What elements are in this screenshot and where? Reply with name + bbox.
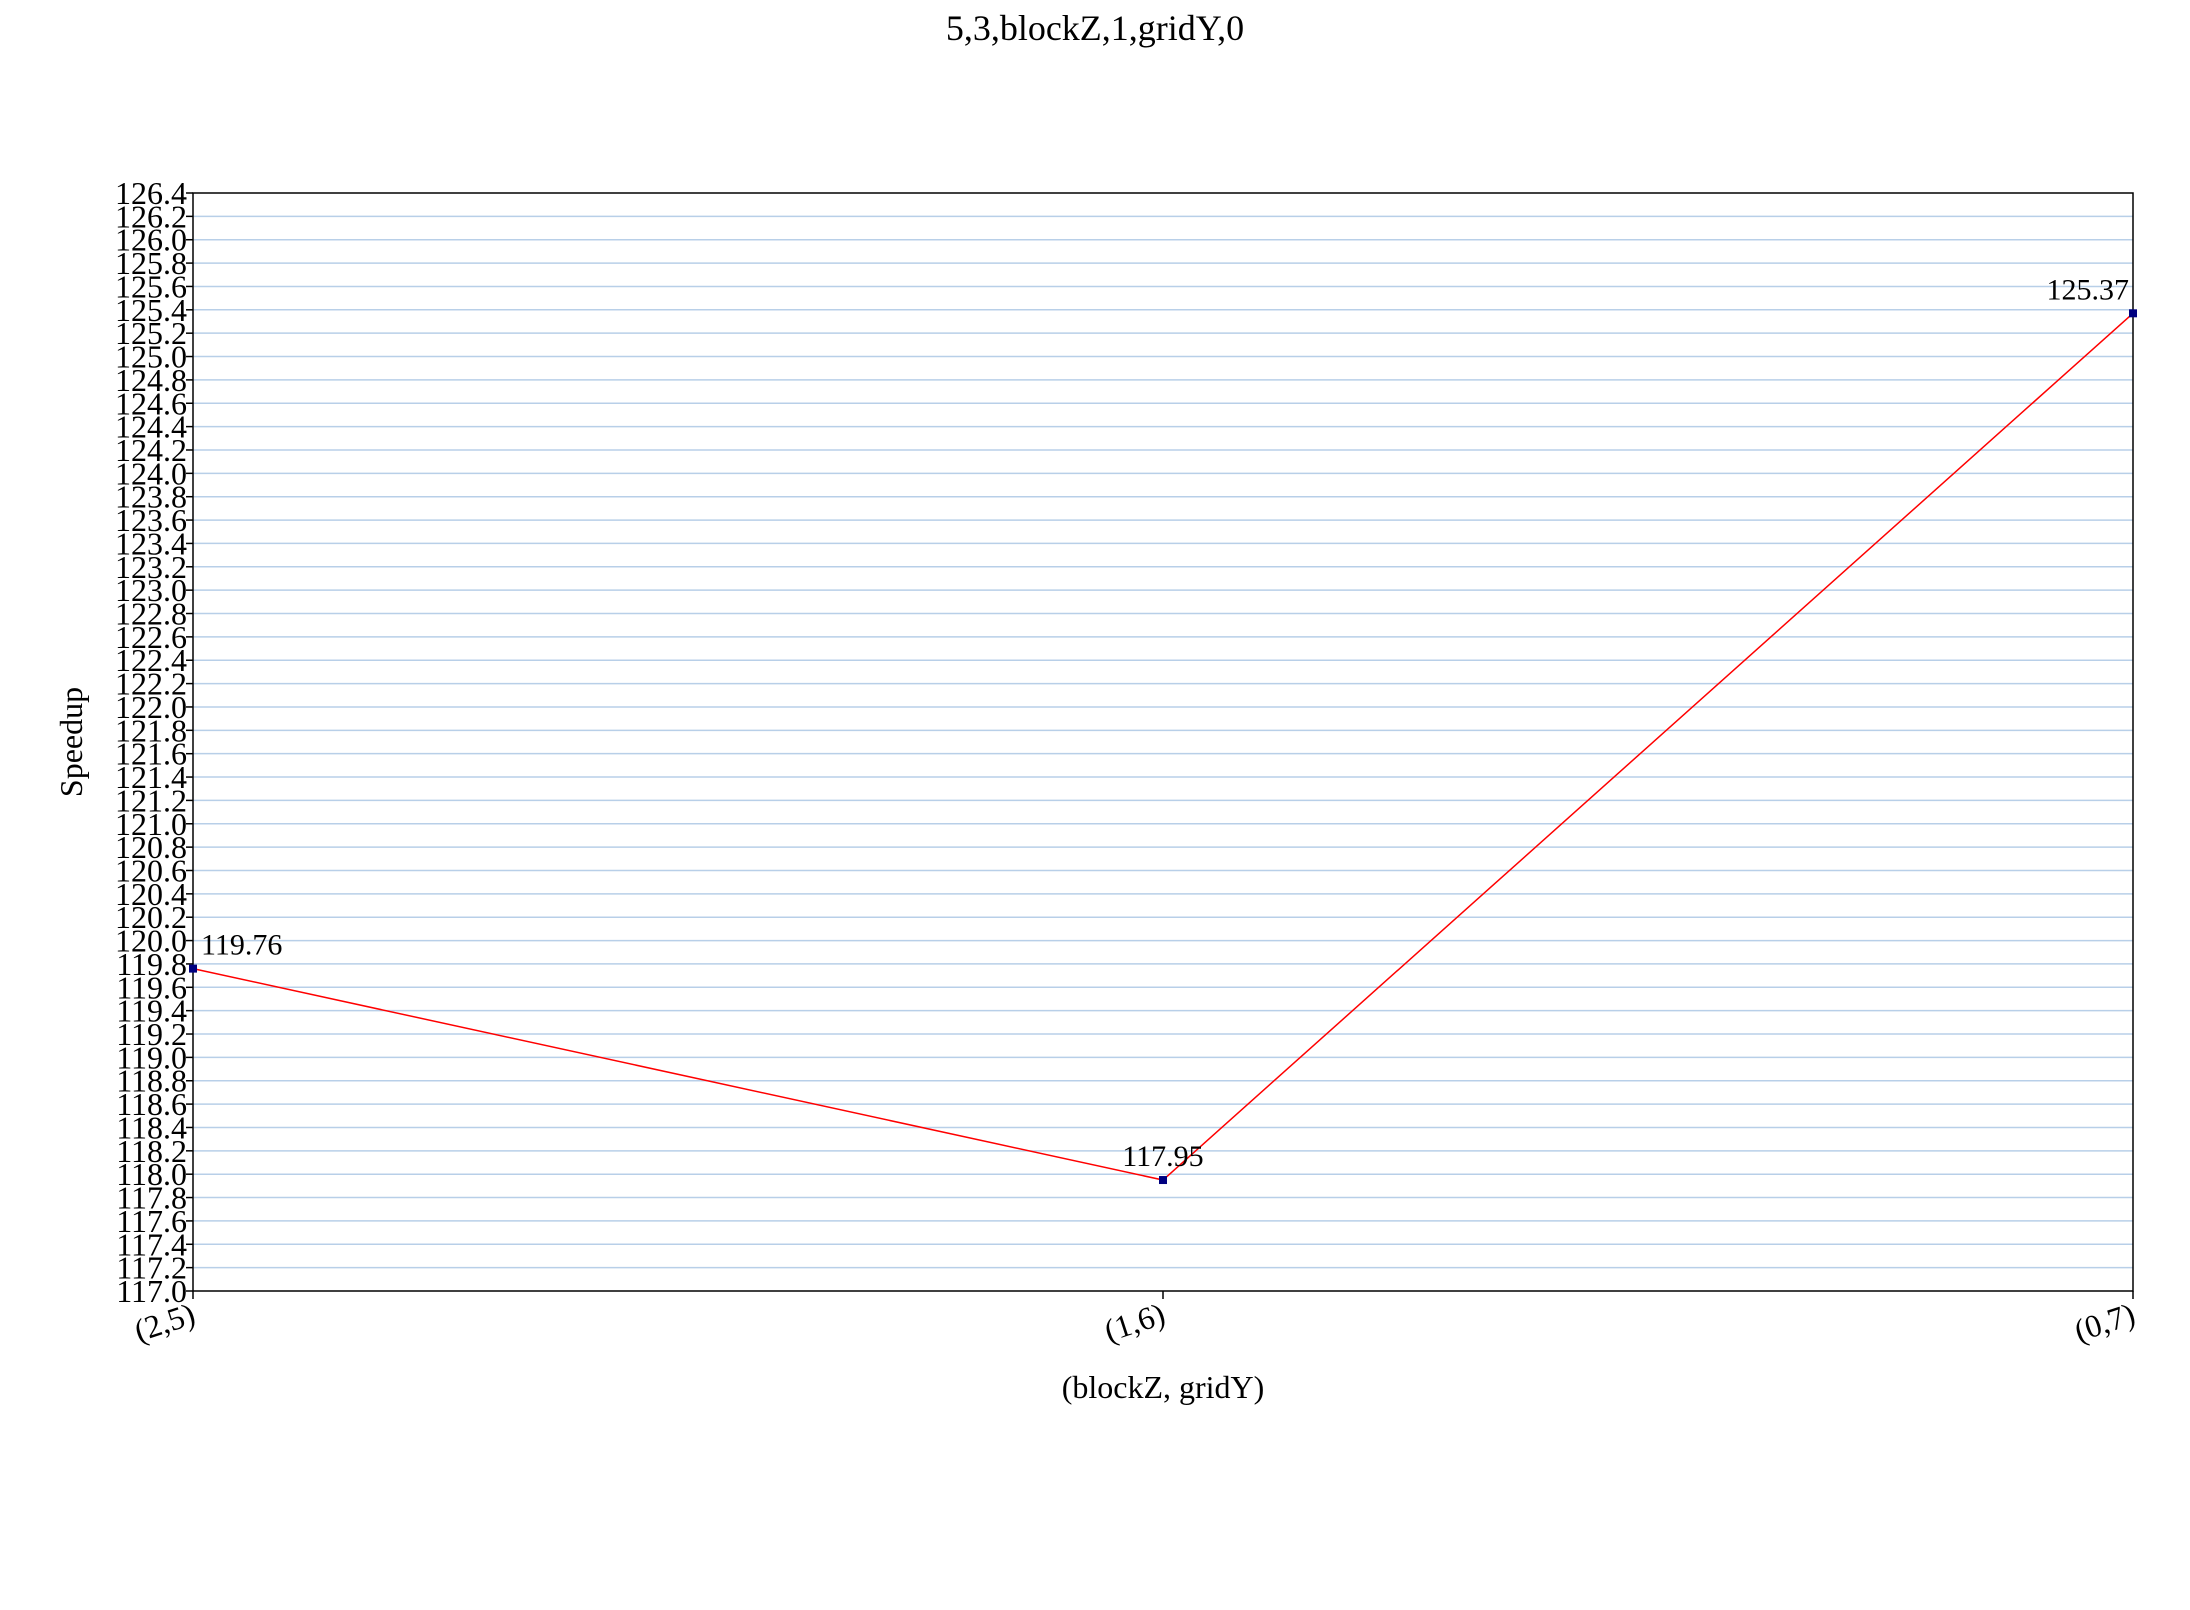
y-tick-label: 123.0 [115,572,187,608]
y-tick-label: 123.4 [115,525,187,561]
data-point-marker [189,964,197,973]
y-tick-label: 121.8 [115,712,187,748]
y-tick-label: 117.2 [116,1250,187,1286]
y-tick-label: 119.4 [116,993,187,1029]
data-label: 125.37 [2047,273,2130,306]
y-tick-label: 125.8 [115,245,187,281]
y-tick-label: 121.6 [115,736,187,772]
y-tick-label: 126.2 [115,198,187,234]
y-axis-ticks: 117.0117.2117.4117.6117.8118.0118.2118.4… [115,175,193,1309]
y-tick-label: 119.6 [116,969,187,1005]
y-tick-label: 118.4 [116,1109,187,1145]
y-tick-label: 126.0 [115,222,187,258]
y-tick-label: 117.0 [116,1273,187,1309]
y-tick-label: 121.0 [115,806,187,842]
y-tick-label: 117.6 [116,1203,187,1239]
y-tick-label: 119.2 [116,1016,187,1052]
y-tick-label: 118.6 [116,1086,187,1122]
y-tick-label: 120.0 [115,923,187,959]
y-tick-label: 118.0 [116,1156,187,1192]
y-tick-label: 122.6 [115,619,187,655]
y-tick-label: 124.2 [115,432,187,468]
y-tick-label: 120.6 [115,852,187,888]
y-tick-label: 120.8 [115,829,187,865]
y-tick-label: 117.4 [116,1226,187,1262]
data-label: 119.76 [201,929,282,962]
y-tick-label: 122.2 [115,666,187,702]
y-tick-label: 122.4 [115,642,187,678]
y-tick-label: 117.8 [116,1180,187,1216]
y-tick-label: 124.0 [115,455,187,491]
x-axis-ticks: (2,5) (1,6) (0,7) [130,1291,2139,1349]
y-tick-label: 122.0 [115,689,187,725]
plot-area-frame [192,192,2134,1292]
y-tick-label: 125.4 [115,292,187,328]
y-tick-label: 122.8 [115,596,187,632]
y-tick-label: 123.8 [115,479,187,515]
x-axis-title: (blockZ, gridY) [1062,1369,1265,1405]
y-tick-label: 119.8 [116,946,187,982]
x-tick-label: (0,7) [2070,1295,2139,1348]
y-tick-label: 126.4 [115,175,187,211]
data-point-marker [1159,1176,1167,1185]
y-tick-label: 125.0 [115,339,187,375]
data-label: 117.95 [1122,1140,1203,1173]
y-tick-label: 124.6 [115,385,187,421]
data-point-marker [2129,309,2137,318]
y-tick-label: 123.6 [115,502,187,538]
y-tick-label: 124.4 [115,409,187,445]
y-tick-label: 121.4 [115,759,187,795]
series-layer: 119.76 117.95 125.37 [189,273,2137,1185]
x-tick-label: (1,6) [1100,1295,1169,1348]
y-tick-label: 125.6 [115,268,187,304]
chart-title: 5,3,blockZ,1,gridY,0 [945,8,1245,48]
series-line [192,312,2134,1181]
y-tick-label: 119.0 [116,1039,187,1075]
y-tick-label: 118.8 [116,1063,187,1099]
y-tick-label: 121.2 [115,782,187,818]
y-tick-label: 120.4 [115,876,187,912]
gridlines [193,215,2133,1269]
y-tick-label: 120.2 [115,899,187,935]
y-tick-label: 123.2 [115,549,187,585]
y-tick-label: 125.2 [115,315,187,351]
y-axis-title: Speedup [53,687,89,797]
y-tick-label: 118.2 [116,1133,187,1169]
y-tick-label: 124.8 [115,362,187,398]
